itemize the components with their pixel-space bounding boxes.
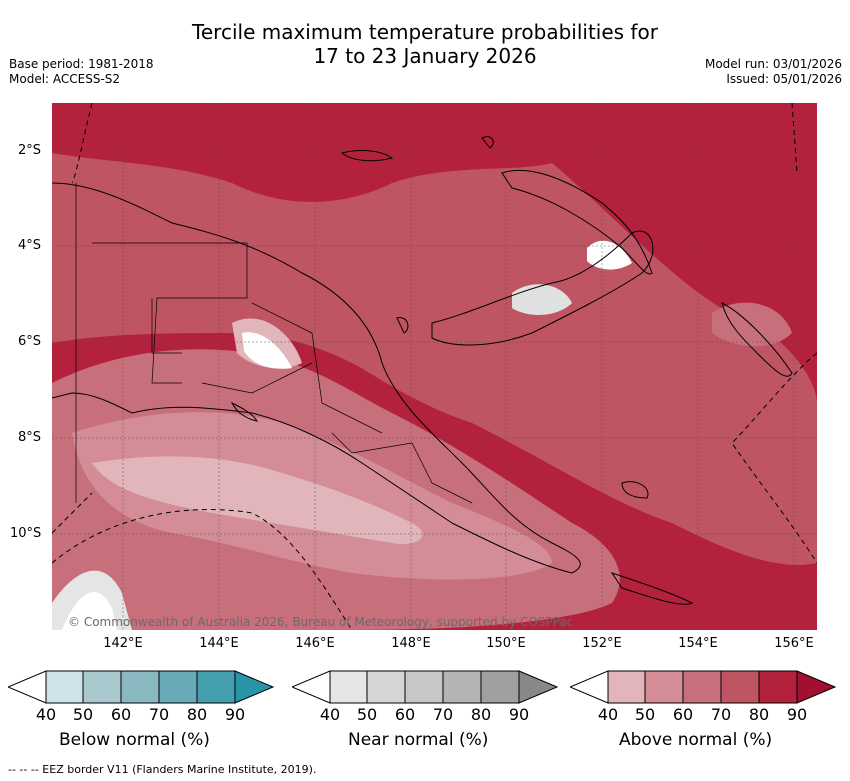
below-tick-50: 50 bbox=[72, 705, 94, 724]
near-tick-60: 60 bbox=[394, 705, 416, 724]
model-name: Model: ACCESS-S2 bbox=[9, 72, 121, 86]
near-tick-80: 80 bbox=[470, 705, 492, 724]
above-tick-60: 60 bbox=[672, 705, 694, 724]
title-line-1: Tercile maximum temperature probabilitie… bbox=[192, 20, 658, 44]
below-normal-label: Below normal (%) bbox=[59, 730, 210, 750]
below-tick-80: 80 bbox=[186, 705, 208, 724]
lat-label-8s: 8°S bbox=[18, 430, 42, 445]
colorbar-near-normal bbox=[292, 670, 558, 704]
title-line-2: 17 to 23 January 2026 bbox=[313, 44, 537, 68]
colorbar-above-normal bbox=[570, 670, 836, 704]
near-tick-90: 90 bbox=[508, 705, 530, 724]
near-normal-patch-1 bbox=[242, 332, 292, 369]
below-tick-40: 40 bbox=[35, 705, 57, 724]
near-tick-50: 50 bbox=[356, 705, 378, 724]
above-tick-40: 40 bbox=[597, 705, 619, 724]
lon-label-152e: 152°E bbox=[582, 636, 622, 651]
graticule bbox=[52, 103, 817, 630]
near-normal-label: Near normal (%) bbox=[348, 730, 489, 750]
province-borders bbox=[75, 183, 473, 504]
model-run: Model run: 03/01/2026 bbox=[704, 57, 842, 71]
above-normal-label: Above normal (%) bbox=[619, 730, 773, 750]
eez-borders bbox=[52, 103, 817, 630]
lat-label-6s: 6°S bbox=[18, 334, 42, 349]
below-tick-60: 60 bbox=[110, 705, 132, 724]
meta-right: Model run: 03/01/2026 Issued: 05/01/2026 bbox=[705, 57, 842, 87]
lon-label-154e: 154°E bbox=[678, 636, 718, 651]
lat-label-10s: 10°S bbox=[10, 526, 42, 541]
near-tick-70: 70 bbox=[432, 705, 454, 724]
copyright-text: © Commonwealth of Australia 2026, Bureau… bbox=[68, 615, 573, 629]
below-tick-90: 90 bbox=[224, 705, 246, 724]
contour-40 bbox=[92, 456, 423, 544]
lon-label-142e: 142°E bbox=[103, 636, 143, 651]
eez-footnote: -- -- -- EEZ border V11 (Flanders Marine… bbox=[8, 763, 317, 776]
lon-label-146e: 146°E bbox=[295, 636, 335, 651]
bougainville-patch bbox=[712, 302, 792, 347]
near-normal-patch-5 bbox=[62, 592, 117, 630]
below-tick-70: 70 bbox=[148, 705, 170, 724]
base-period: Base period: 1981-2018 bbox=[9, 57, 154, 71]
lon-label-148e: 148°E bbox=[391, 636, 431, 651]
lat-label-2s: 2°S bbox=[18, 143, 42, 158]
lon-label-156e: 156°E bbox=[774, 636, 814, 651]
map-svg: © Commonwealth of Australia 2026, Bureau… bbox=[52, 103, 817, 630]
colorbar-below-normal bbox=[8, 670, 274, 704]
above-tick-50: 50 bbox=[634, 705, 656, 724]
meta-left: Base period: 1981-2018 Model: ACCESS-S2 bbox=[9, 57, 154, 87]
near-tick-40: 40 bbox=[319, 705, 341, 724]
coastlines bbox=[52, 136, 793, 605]
issued-date: Issued: 05/01/2026 bbox=[726, 72, 842, 86]
lon-label-144e: 144°E bbox=[199, 636, 239, 651]
above-tick-90: 90 bbox=[786, 705, 808, 724]
near-normal-patch-2 bbox=[512, 284, 572, 315]
probability-map: © Commonwealth of Australia 2026, Bureau… bbox=[52, 103, 817, 630]
lon-label-150e: 150°E bbox=[486, 636, 526, 651]
map-title: Tercile maximum temperature probabilitie… bbox=[0, 20, 850, 68]
above-tick-80: 80 bbox=[748, 705, 770, 724]
above-tick-70: 70 bbox=[710, 705, 732, 724]
lat-label-4s: 4°S bbox=[18, 238, 42, 253]
